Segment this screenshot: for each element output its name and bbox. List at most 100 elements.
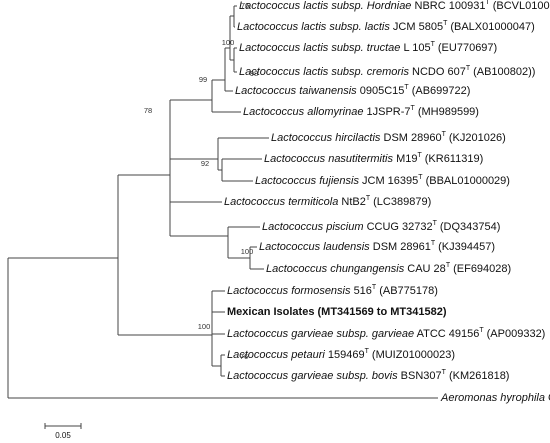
leaf-label: Lactococcus garvieae subsp. garvieae ATC… [227, 327, 545, 340]
accession: (EF694028) [453, 263, 511, 275]
scale-bar-label: 0.05 [55, 431, 71, 440]
strain: BSN307 [401, 370, 442, 382]
species-name: Lactococcus lactis subsp. tructae [239, 42, 400, 54]
leaf-label: Lactococcus nasutitermitis M19T (KR611319… [264, 152, 483, 165]
strain: 159469 [328, 349, 365, 361]
type-strain-mark: T [411, 105, 416, 112]
species-name: Lactococcus lactis subsp. lactis [237, 21, 390, 33]
leaf-label: Mexican Isolates (MT341569 to MT341582) [227, 306, 447, 318]
species-name: Lactococcus lactis subsp. Hordniae [239, 0, 411, 12]
type-strain-mark: T [431, 41, 436, 48]
accession: (KR611319) [425, 153, 484, 165]
type-strain-mark: T [366, 195, 371, 202]
bootstrap-value: 76 [240, 352, 248, 361]
species-name: Lactococcus nasutitermitis [264, 153, 393, 165]
leaf-label: Aeromonas hyrophila CCM 7232T(NR043638) [440, 391, 550, 404]
type-strain-mark: T [442, 369, 447, 376]
type-strain-mark: T [433, 220, 438, 227]
type-strain-mark: T [466, 65, 471, 72]
leaf-label: Lactococcus fujiensis JCM 16395T (BBAL010… [255, 174, 510, 187]
accession: (MUIZ01000023) [372, 349, 455, 361]
accession: (KJ394457) [438, 241, 495, 253]
accession: (AB100802)) [473, 66, 535, 78]
type-strain-mark: T [372, 284, 377, 291]
leaf-label: Lactococcus chungangensis CAU 28T (EF6940… [266, 262, 511, 275]
leaf-label: Lactococcus lactis subsp. cremoris NCDO … [239, 65, 535, 78]
bootstrap-value: 100 [198, 322, 211, 331]
leaf-label: Lactococcus formosensis 516T (AB775178) [227, 284, 438, 297]
species-name: Lactococcus garvieae subsp. bovis [227, 370, 398, 382]
strain: 0905C15 [360, 85, 405, 97]
type-strain-mark: T [431, 240, 436, 247]
strain: NCDO 607 [412, 66, 466, 78]
bootstrap-value: 76 [241, 1, 249, 10]
type-strain-mark: T [446, 262, 451, 269]
leaf-label: Lactococcus piscium CCUG 32732T (DQ343754… [262, 220, 500, 233]
leaf-label: Lactococcus petauri 159469T (MUIZ01000023… [227, 348, 455, 361]
strain: JCM 5805 [393, 21, 443, 33]
accession: (BALX01000047) [450, 21, 534, 33]
bootstrap-value: 99 [199, 75, 207, 84]
accession: (KJ201026) [449, 132, 506, 144]
species-name: Lactococcus formosensis [227, 285, 351, 297]
leaf-label: Lactococcus lactis subsp. lactis JCM 580… [237, 20, 535, 33]
strain: 516 [354, 285, 372, 297]
species-name: Lactococcus lactis subsp. cremoris [239, 66, 409, 78]
species-name: Lactococcus hircilactis [271, 132, 381, 144]
accession: (BBAL01000029) [426, 175, 510, 187]
species-name: Lactococcus laudensis [259, 241, 370, 253]
strain: CCM 7232 [548, 392, 550, 404]
type-strain-mark: T [443, 20, 448, 27]
leaf-label: Lactococcus taiwanensis 0905C15T (AB69972… [235, 84, 470, 97]
species-name: Lactococcus petauri [227, 349, 325, 361]
strain: 1JSPR-7 [367, 106, 411, 118]
tree-branches [7, 5, 438, 429]
bootstrap-value: 100 [222, 38, 235, 47]
species-name: Lactococcus chungangensis [266, 263, 405, 275]
strain: NBRC 100931 [415, 0, 486, 12]
species-name: Lactococcus termiticola [224, 196, 338, 208]
species-name: Lactococcus garvieae subsp. garvieae [227, 328, 414, 340]
strain: DSM 28960 [384, 132, 442, 144]
leaf-label: Lactococcus laudensis DSM 28961T (KJ39445… [259, 240, 495, 253]
bootstrap-value: 92 [201, 159, 209, 168]
accession: (LC389879) [373, 196, 431, 208]
leaf-label: Lactococcus lactis subsp. Hordniae NBRC … [239, 0, 550, 12]
bootstrap-value: 78 [144, 106, 152, 115]
type-strain-mark: T [365, 348, 370, 355]
accession: (KM261818) [449, 370, 510, 382]
type-strain-mark: T [417, 152, 422, 159]
type-strain-mark: T [404, 84, 409, 91]
species-name: Lactococcus piscium [262, 221, 364, 233]
strain: M19 [396, 153, 417, 165]
bootstrap-value: 98 [250, 69, 258, 78]
strain: ATCC 49156 [417, 328, 480, 340]
species-name: Lactococcus fujiensis [255, 175, 359, 187]
leaf-label: Lactococcus hircilactis DSM 28960T (KJ201… [271, 131, 506, 144]
strain: CAU 28 [407, 263, 446, 275]
leaf-label: Lactococcus allomyrinae 1JSPR-7T (MH98959… [243, 105, 479, 118]
strain: NtB2 [341, 196, 365, 208]
accession: (EU770697) [438, 42, 497, 54]
type-strain-mark: T [418, 174, 423, 181]
accession: (DQ343754) [440, 221, 501, 233]
species-name: Aeromonas hyrophila [440, 392, 545, 404]
accession: (AB699722) [412, 85, 471, 97]
leaf-label: Lactococcus garvieae subsp. bovis BSN307… [227, 369, 509, 382]
bootstrap-value: 100 [241, 247, 254, 256]
leaf-label: Lactococcus lactis subsp. tructae L 105T… [239, 41, 497, 54]
accession: (BCVL01000058) [493, 0, 550, 12]
accession: (AB775178) [379, 285, 438, 297]
strain: DSM 28961 [373, 241, 431, 253]
leaf-label: Lactococcus termiticola NtB2T (LC389879) [224, 195, 431, 208]
accession: (MH989599) [418, 106, 479, 118]
accession: (AP009332) [487, 328, 546, 340]
strain: CCUG 32732 [367, 221, 433, 233]
type-strain-mark: T [479, 327, 484, 334]
strain: L 105 [403, 42, 430, 54]
type-strain-mark: T [442, 131, 447, 138]
strain: JCM 16395 [362, 175, 418, 187]
leaf-name: Mexican Isolates (MT341569 to MT341582) [227, 306, 447, 318]
species-name: Lactococcus allomyrinae [243, 106, 363, 118]
